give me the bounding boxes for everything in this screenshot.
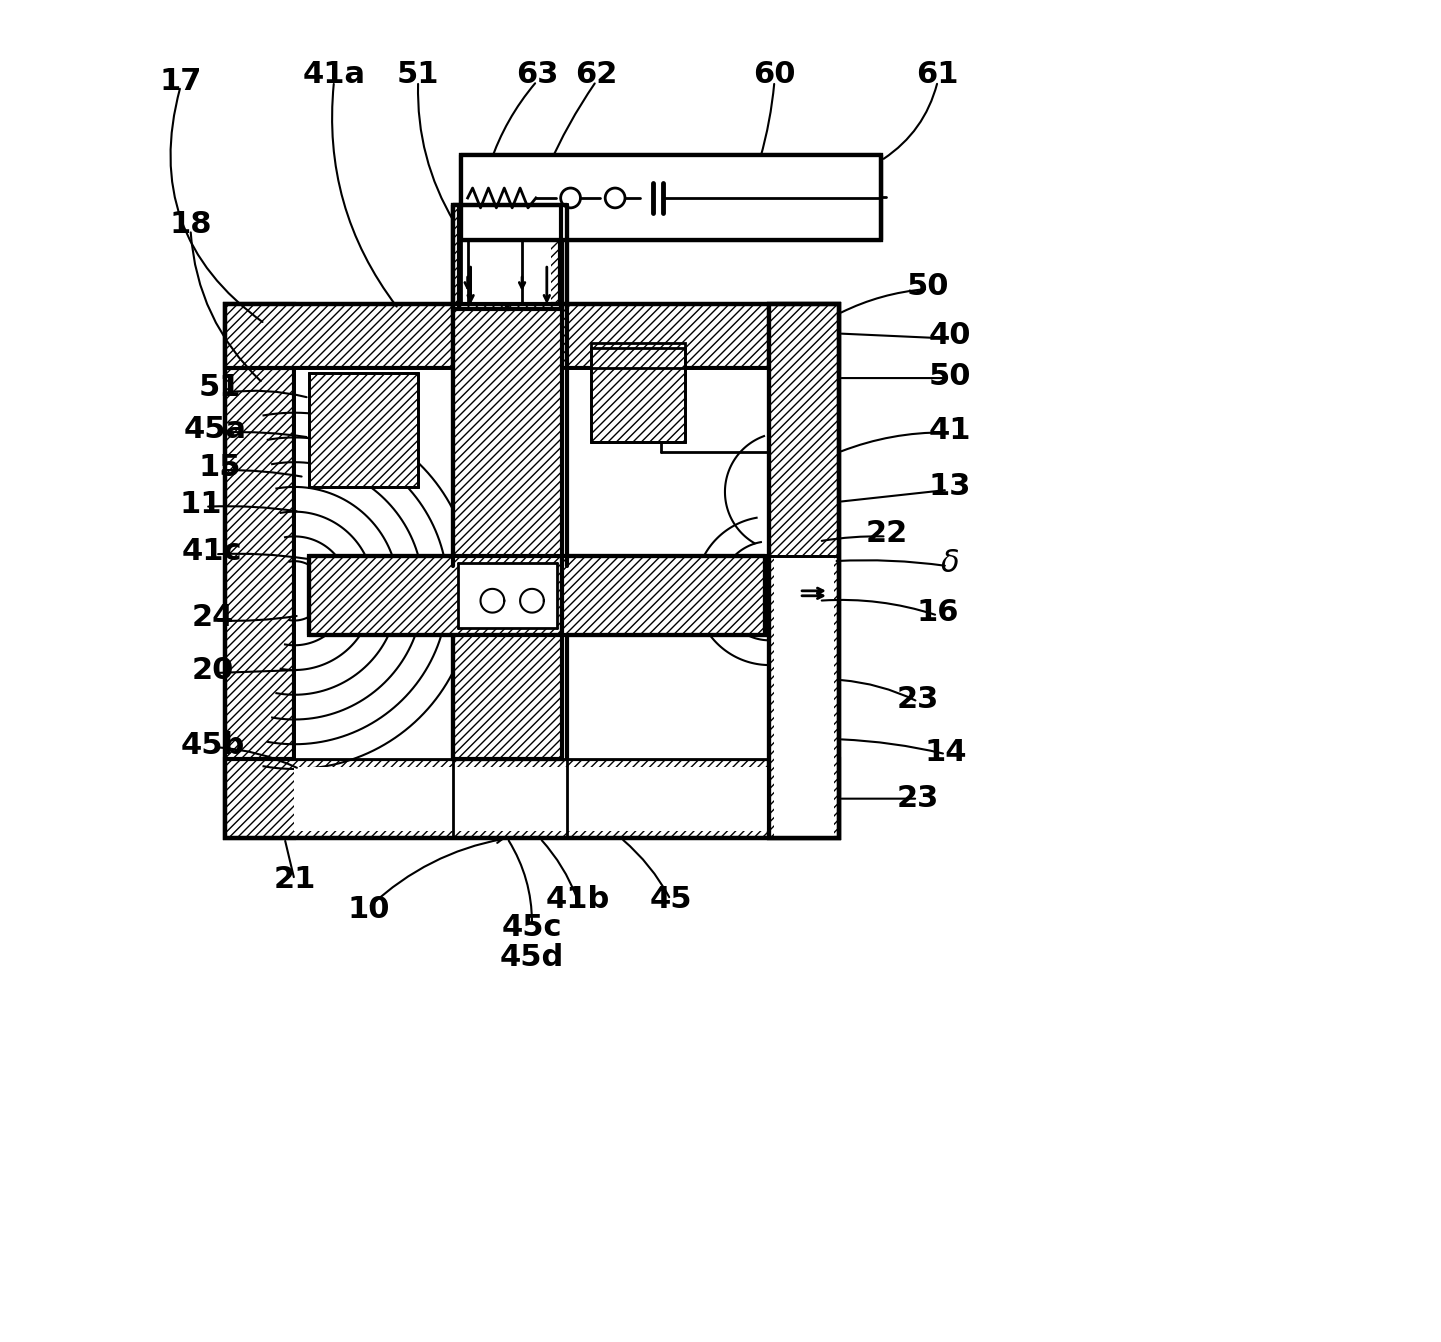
Text: 14: 14 [924, 738, 967, 766]
Bar [452, 205, 507, 309]
Text: 50: 50 [906, 271, 950, 301]
Bar [458, 211, 550, 303]
Text: 16: 16 [916, 599, 958, 627]
Text: 45c: 45c [501, 913, 562, 942]
Text: 11: 11 [179, 490, 222, 519]
Bar [769, 303, 839, 839]
Text: 41a: 41a [303, 60, 366, 89]
Text: 18: 18 [169, 211, 212, 239]
Bar [452, 205, 562, 368]
Bar [769, 303, 839, 839]
Bar [225, 303, 839, 368]
Bar [294, 368, 769, 760]
Text: 15: 15 [199, 452, 242, 482]
Text: 13: 13 [928, 472, 971, 502]
Text: 10: 10 [347, 895, 391, 925]
Text: 45b: 45b [180, 731, 245, 760]
Text: 50: 50 [928, 361, 971, 391]
Bar [310, 556, 562, 635]
Text: 41b: 41b [545, 886, 610, 914]
Text: 60: 60 [754, 60, 795, 89]
Text: 45a: 45a [184, 415, 246, 444]
Text: 61: 61 [916, 60, 958, 89]
Bar [310, 373, 418, 487]
Text: 45d: 45d [500, 942, 563, 972]
Text: δ: δ [941, 549, 958, 577]
Bar [294, 768, 769, 831]
Text: 41c: 41c [182, 537, 242, 566]
Bar [507, 205, 562, 309]
Text: 24: 24 [192, 603, 233, 632]
Bar [225, 303, 294, 839]
Text: 40: 40 [928, 321, 971, 350]
Text: 62: 62 [575, 60, 618, 89]
Text: 45: 45 [650, 886, 692, 914]
Bar [294, 368, 769, 760]
Text: 41: 41 [928, 416, 971, 446]
Bar [452, 635, 562, 760]
Text: 20: 20 [192, 655, 233, 684]
Text: 51: 51 [396, 60, 440, 89]
Bar [774, 556, 834, 839]
Bar [461, 156, 882, 239]
Bar [769, 303, 839, 839]
Bar [461, 156, 882, 239]
Text: 63: 63 [516, 60, 558, 89]
Text: 22: 22 [865, 519, 908, 548]
Text: 17: 17 [160, 67, 202, 95]
Bar [452, 303, 562, 566]
Bar [225, 303, 839, 839]
Text: 23: 23 [896, 686, 940, 714]
Text: 23: 23 [896, 784, 940, 813]
Bar [225, 760, 839, 839]
Bar [562, 556, 765, 635]
Bar [458, 564, 556, 628]
Text: 21: 21 [274, 866, 316, 894]
Bar [769, 303, 839, 839]
Bar [591, 344, 686, 443]
Bar [225, 303, 839, 839]
Text: 51: 51 [199, 373, 242, 403]
